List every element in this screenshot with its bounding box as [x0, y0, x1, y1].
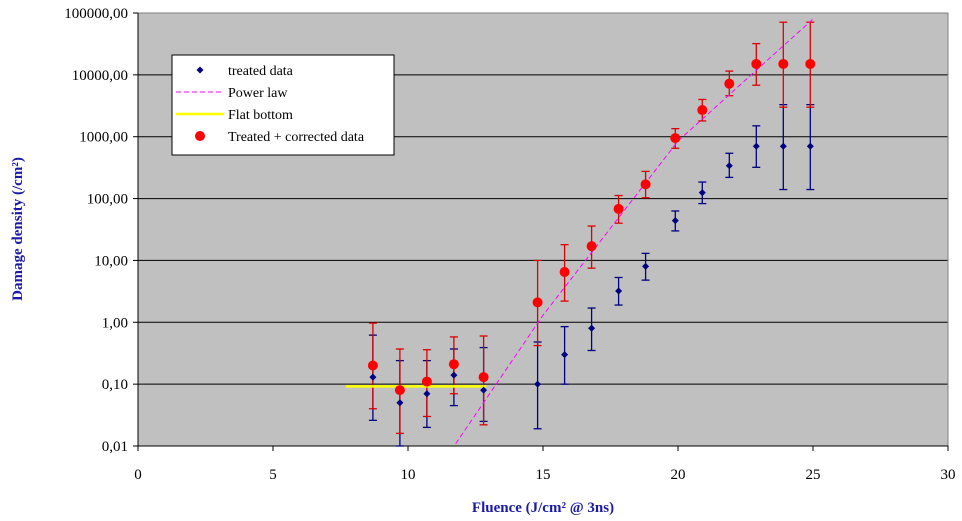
treated-corrected-point	[670, 133, 681, 144]
treated-data-point	[725, 162, 733, 170]
treated-data-point	[698, 189, 706, 197]
treated-corrected-point	[751, 58, 762, 69]
treated-data-point	[588, 324, 596, 332]
treated-corrected-point	[697, 105, 708, 116]
legend-label: Flat bottom	[228, 108, 293, 123]
treated-corrected-point	[586, 241, 597, 252]
x-tick-label: 15	[536, 467, 551, 483]
legend-swatch-circle	[195, 131, 205, 141]
treated-data-point	[752, 142, 760, 150]
series-layer	[345, 18, 816, 447]
treated-corrected-point	[394, 385, 405, 396]
treated-data-point	[671, 217, 679, 225]
treated-data-point	[615, 287, 623, 295]
treated-data-point	[450, 371, 458, 379]
y-tick-label: 100000,00	[64, 6, 128, 22]
x-tick-label: 0	[134, 467, 142, 483]
treated-data-point	[423, 390, 431, 398]
treated-corrected-point	[724, 78, 735, 89]
treated-data-point	[806, 142, 814, 150]
legend-label: Power law	[228, 86, 288, 101]
x-tick-label: 10	[401, 467, 416, 483]
treated-data-point	[396, 399, 404, 407]
gridlines	[138, 74, 948, 385]
treated-corrected-point	[640, 179, 651, 190]
treated-data-point	[642, 262, 650, 270]
legend: treated data Power law Flat bottom Treated …	[171, 54, 395, 156]
legend-box	[171, 54, 395, 156]
treated-corrected-point	[478, 372, 489, 383]
y-tick-label: 0,01	[102, 439, 128, 455]
y-tick-label: 100,00	[87, 192, 128, 208]
x-tick-label: 25	[806, 467, 821, 483]
y-tick-label: 10000,00	[72, 68, 128, 84]
treated-corrected-point	[532, 297, 543, 308]
treated-data-point	[561, 351, 569, 359]
y-tick-label: 1000,00	[79, 130, 128, 146]
treated-data-point	[369, 373, 377, 381]
y-tick-label: 10,00	[94, 253, 128, 269]
treated-corrected-point	[778, 58, 789, 69]
y-tick-label: 0,10	[102, 377, 128, 393]
treated-corrected-point	[367, 360, 378, 371]
y-tick-label: 1,00	[102, 315, 128, 331]
treated-data-point	[480, 386, 488, 394]
treated-corrected-point	[448, 359, 459, 370]
legend-label: Treated + corrected data	[228, 130, 365, 145]
legend-label: treated data	[228, 64, 294, 79]
legend-swatch-diamond	[196, 66, 204, 74]
power-law-line	[453, 18, 814, 446]
treated-corrected-point	[559, 267, 570, 278]
x-tick-label: 20	[671, 467, 686, 483]
treated-corrected-point	[805, 58, 816, 69]
y-axis-title: Damage density (/cm²)	[10, 157, 26, 301]
treated-corrected-point	[421, 376, 432, 387]
treated-data-point	[534, 380, 542, 388]
treated-data-point	[779, 142, 787, 150]
x-axis-title: Fluence (J/cm² @ 3ns)	[472, 500, 614, 516]
axes: 0,01 0,10 1,00 10,00 100,00 1000,00 10000,00 10…	[64, 6, 955, 483]
treated-corrected-point	[613, 203, 624, 214]
x-tick-label: 30	[941, 467, 956, 483]
x-tick-label: 5	[269, 467, 277, 483]
